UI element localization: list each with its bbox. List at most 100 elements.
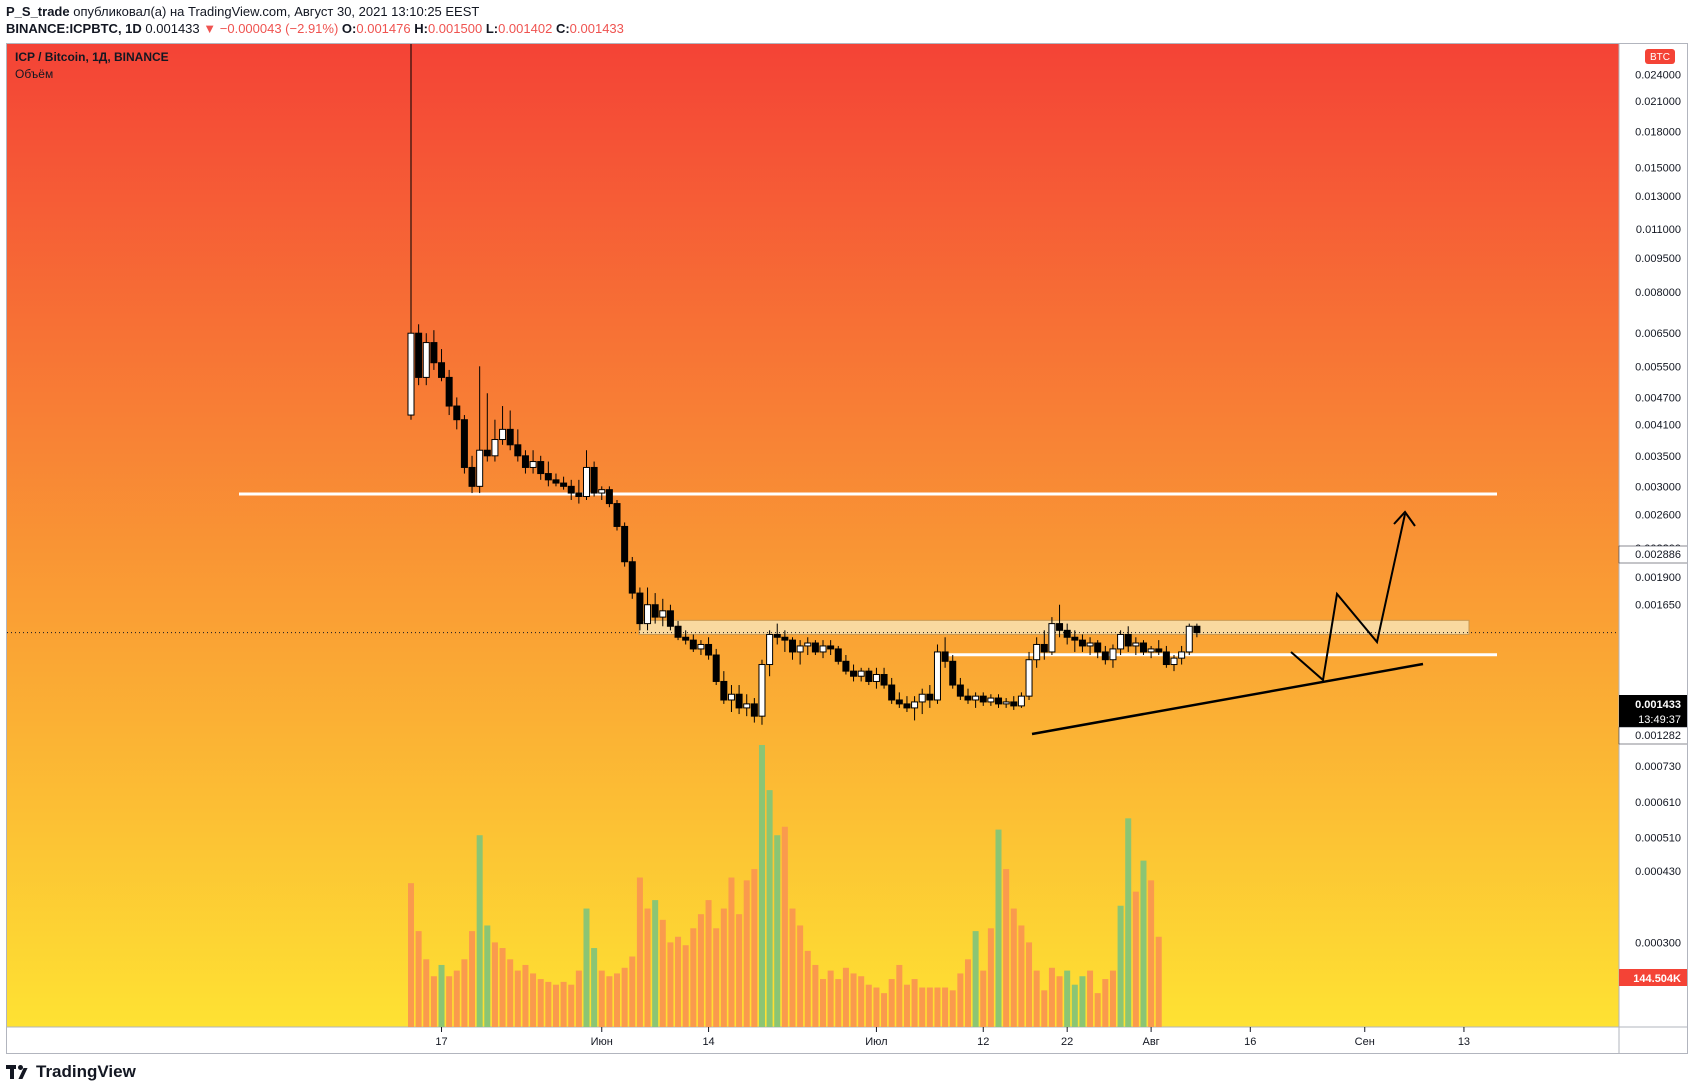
- volume-bar: [629, 956, 636, 1027]
- support-price-text: 0.001282: [1635, 730, 1681, 742]
- volume-bars: [408, 745, 1162, 1027]
- volume-bar: [820, 979, 827, 1027]
- candle-body: [918, 693, 926, 703]
- volume-bar: [842, 967, 849, 1027]
- candle-body: [1094, 642, 1102, 653]
- volume-bar: [1109, 970, 1116, 1027]
- candle-body: [735, 693, 743, 709]
- volume-bar: [751, 869, 758, 1027]
- time-axis-area: [7, 1027, 1687, 1053]
- candle-body: [705, 643, 713, 656]
- time-tick-label: Июл: [865, 1036, 887, 1048]
- volume-bar: [667, 942, 674, 1027]
- candle-body: [514, 444, 522, 457]
- candle-body: [415, 332, 423, 378]
- candle-body: [1170, 657, 1178, 666]
- volume-bar: [873, 987, 880, 1027]
- volume-bar: [614, 973, 621, 1027]
- candle-body: [438, 362, 446, 378]
- candle-body: [766, 633, 774, 666]
- candle-body: [499, 428, 507, 441]
- volume-bar: [1003, 869, 1010, 1027]
- candle-body: [888, 684, 896, 701]
- volume-bar: [980, 970, 987, 1027]
- candle-body: [773, 633, 781, 638]
- candle-body: [506, 428, 514, 446]
- volume-bar: [560, 981, 567, 1027]
- price-tick-label: 0.013000: [1635, 191, 1681, 203]
- volume-bar: [896, 964, 903, 1027]
- price-tick-label: 0.011000: [1636, 224, 1681, 236]
- last-price: 0.001433: [145, 21, 200, 36]
- price-tick-label: 0.009500: [1635, 253, 1681, 265]
- candle-body: [544, 473, 552, 481]
- candle-body: [491, 439, 499, 457]
- volume-bar: [1071, 984, 1078, 1027]
- volume-bar: [682, 945, 689, 1027]
- chart-frame[interactable]: ICP / Bitcoin, 1Д, BINANCE Объём 0.02400…: [6, 43, 1688, 1054]
- volume-bar: [1125, 818, 1132, 1027]
- author-name[interactable]: P_S_trade: [6, 4, 70, 19]
- candle-body: [842, 660, 850, 672]
- tradingview-logo[interactable]: TradingView: [6, 1062, 136, 1082]
- projection-path: [1290, 513, 1406, 682]
- volume-bar: [690, 928, 697, 1027]
- volume-bar: [408, 883, 414, 1027]
- candle-body: [1185, 625, 1193, 653]
- volume-bar: [1117, 905, 1124, 1027]
- symbol-label: BINANCE:ICPBTC, 1D: [6, 21, 142, 36]
- currency-badge-text: BTC: [1650, 52, 1670, 63]
- volume-bar: [964, 959, 971, 1027]
- volume-bar: [507, 959, 514, 1027]
- candle-body: [872, 674, 880, 682]
- price-tick-label: 0.006500: [1635, 328, 1681, 340]
- candle-body: [1078, 639, 1086, 647]
- volume-bar: [453, 970, 460, 1027]
- volume-value-badge: 144.504K: [1619, 969, 1687, 986]
- volume-bar: [804, 950, 811, 1027]
- candle-body: [857, 670, 865, 677]
- candle-body: [689, 639, 697, 650]
- candle-body: [1124, 633, 1132, 647]
- tradingview-logo-text: TradingView: [36, 1062, 136, 1081]
- candlesticks: [407, 44, 1201, 725]
- volume-bar: [949, 990, 956, 1027]
- candle-body: [407, 332, 415, 416]
- candle-body: [727, 693, 735, 701]
- candle-body: [1086, 642, 1094, 647]
- candle-body: [628, 561, 636, 594]
- candle-body: [895, 699, 903, 705]
- candle-body: [979, 695, 987, 703]
- close-value: 0.001433: [569, 21, 624, 36]
- volume-bar: [659, 919, 666, 1027]
- candle-body: [529, 461, 537, 468]
- candle-body: [605, 489, 613, 505]
- candle-body: [1193, 625, 1201, 634]
- volume-bar: [499, 948, 506, 1027]
- volume-bar: [850, 973, 857, 1027]
- candle-body: [933, 651, 941, 701]
- candle-body: [537, 461, 545, 475]
- price-tick-label: 0.000430: [1635, 866, 1681, 878]
- time-tick-label: 16: [1244, 1036, 1256, 1048]
- candle-body: [743, 703, 751, 709]
- volume-bar: [545, 981, 552, 1027]
- volume-bar: [1048, 967, 1055, 1027]
- volume-bar: [1155, 936, 1162, 1027]
- price-tick-label: 0.000730: [1635, 761, 1681, 773]
- price-axis-area: [1619, 44, 1687, 1027]
- price-tick-label: 0.018000: [1635, 126, 1681, 138]
- volume-bar: [1087, 970, 1094, 1027]
- candle-body: [636, 592, 644, 625]
- price-chart[interactable]: ICP / Bitcoin, 1Д, BINANCE Объём 0.02400…: [7, 44, 1688, 1054]
- candle-body: [521, 455, 529, 468]
- volume-bar: [438, 964, 445, 1027]
- volume-bar: [743, 880, 750, 1027]
- candle-body: [1017, 695, 1025, 707]
- price-tick-label: 0.001900: [1635, 572, 1681, 584]
- countdown-text: 13:49:37: [1638, 714, 1681, 726]
- candle-body: [1002, 701, 1010, 705]
- price-tick-label: 0.001650: [1635, 600, 1681, 612]
- candle-body: [468, 466, 476, 487]
- volume-bar: [1148, 880, 1155, 1027]
